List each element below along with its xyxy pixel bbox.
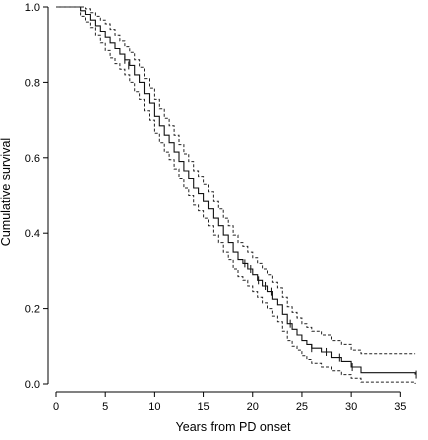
upper-ci-line [56,6,416,355]
y-tick-label: 1.0 [25,2,40,14]
x-tick-label: 5 [102,401,108,413]
survival-curve [56,6,416,375]
x-tick-label: 35 [394,401,406,413]
x-tick-label: 10 [148,401,160,413]
x-tick-label: 20 [247,401,259,413]
y-tick-label: 0.4 [25,228,40,240]
y-tick-label: 0.8 [25,77,40,89]
x-tick-label: 15 [197,401,209,413]
y-tick-label: 0.2 [25,304,40,316]
y-tick-label: 0.6 [25,153,40,165]
axes: 0.0 0.2 0.4 0.6 0.8 1.0 0 5 10 15 20 25 30 35 [25,2,407,413]
x-tick-label: 25 [296,401,308,413]
x-tick-label: 0 [53,401,59,413]
y-tick-label: 0.0 [25,379,40,391]
plot-area [56,6,417,384]
lower-ci-line [56,6,416,384]
y-axis-title: Cumulative survival [0,138,13,246]
x-axis-title: Years from PD onset [176,420,291,434]
x-tick-label: 30 [345,401,357,413]
